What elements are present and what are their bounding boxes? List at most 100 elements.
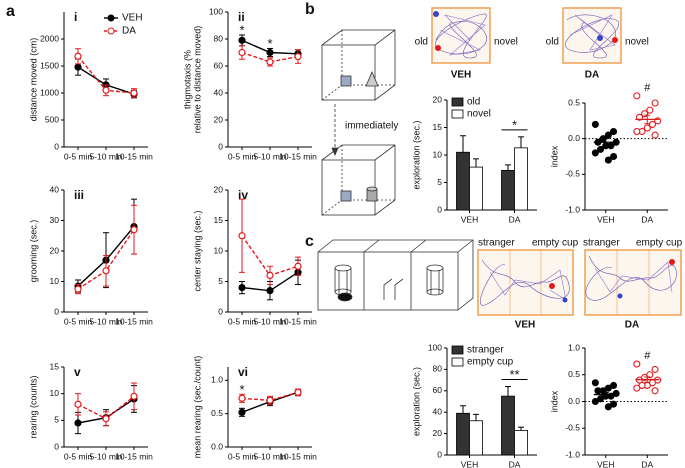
significance: # <box>644 82 651 94</box>
y-tick-label: 2000 <box>40 33 59 43</box>
data-point <box>604 403 612 411</box>
diagram-shape <box>435 45 441 51</box>
diagram-shape <box>394 278 404 300</box>
y-tick-label: -0.5 <box>565 169 580 179</box>
y-tick-label: 15 <box>433 122 443 132</box>
diagram-shape <box>612 37 618 43</box>
y-tick-label: 1.0 <box>211 375 223 385</box>
data-point <box>266 396 274 404</box>
y-tick-label: 0.0 <box>568 133 580 143</box>
diagram-shape <box>340 75 352 87</box>
object-label: novel <box>625 37 649 48</box>
data-point <box>238 408 246 416</box>
y-tick-label: 10 <box>214 245 224 255</box>
data-point <box>596 145 605 153</box>
y-tick-label: 10 <box>50 388 60 398</box>
y-tick-label: 15 <box>214 215 224 225</box>
arrow-label: immediately <box>345 121 398 132</box>
data-point <box>238 232 246 240</box>
significance: * <box>239 382 244 397</box>
diagram-shape <box>321 199 395 216</box>
legend-marker <box>107 27 115 35</box>
data-point <box>266 48 274 57</box>
bar <box>501 395 515 456</box>
data-point <box>604 156 612 164</box>
bar <box>514 147 528 211</box>
subpanel-label: v <box>74 365 81 379</box>
y-tick-label: 0.5 <box>211 408 223 418</box>
diagram-shape <box>366 186 378 192</box>
x-tick-label: 0-5 min <box>228 451 257 461</box>
y-tick-label: 20 <box>50 245 60 255</box>
bar <box>501 169 515 211</box>
y-tick-label: 1500 <box>40 60 59 70</box>
y-tick-label: 100 <box>428 342 442 352</box>
x-tick-label: 0-5 min <box>228 151 257 161</box>
legend-swatch <box>451 345 464 355</box>
diagram-shape <box>597 35 603 41</box>
y-tick-label: 20 <box>433 94 443 104</box>
data-point <box>238 284 246 292</box>
y-axis-label: exploration (sec.) <box>411 367 421 436</box>
y-tick-label: 20 <box>214 184 224 194</box>
x-tick-label: 10-15 min <box>279 451 317 461</box>
data-point <box>74 419 82 427</box>
data-point <box>294 262 302 270</box>
data-point <box>294 52 302 61</box>
object-label: novel <box>494 37 518 48</box>
y-tick-label: 0.0 <box>568 396 580 406</box>
y-axis-label: grooming (sec.) <box>28 220 38 283</box>
subpanel-label: iv <box>238 188 248 202</box>
data-point <box>266 271 274 279</box>
diagram-shape <box>383 278 393 300</box>
diagram-shape <box>321 84 395 101</box>
data-point <box>294 388 302 396</box>
legend-swatch <box>451 97 464 107</box>
significance: * <box>512 117 517 132</box>
bar <box>514 429 528 456</box>
diagram-shape <box>410 239 427 253</box>
x-tick-label: 5-10 min <box>253 451 286 461</box>
x-tick-label: 0-5 min <box>64 316 93 326</box>
y-tick-label: 0.0 <box>211 441 223 451</box>
y-tick-label: -1.0 <box>565 449 580 459</box>
diagram-shape <box>584 249 682 316</box>
y-axis-label: exploration (sec.) <box>411 120 421 189</box>
diagram-shape <box>562 7 622 64</box>
y-tick-label: 0 <box>54 141 59 151</box>
diagram-shape <box>565 14 619 59</box>
subpanel-label: iii <box>74 188 84 202</box>
panel-label: b <box>305 1 315 18</box>
bar <box>469 420 483 456</box>
series-line <box>241 51 299 63</box>
x-tick-label: DA <box>509 214 521 224</box>
panel-label: a <box>6 3 15 20</box>
diagram-shape <box>435 13 487 59</box>
significance: ** <box>509 367 519 382</box>
y-tick-label: 60 <box>433 385 443 395</box>
legend-label: DA <box>122 26 136 37</box>
object-label: old <box>546 37 559 48</box>
y-tick-label: -0.5 <box>565 423 580 433</box>
chamber-label: stranger <box>478 238 515 249</box>
diagram-shape <box>374 29 396 46</box>
diagram-shape <box>331 147 339 157</box>
data-point <box>591 379 599 387</box>
subpanel-label: vi <box>238 365 248 379</box>
data-point <box>651 131 659 139</box>
diagram-shape <box>426 264 444 272</box>
x-tick-label: 5-10 min <box>89 316 122 326</box>
data-point <box>591 397 599 406</box>
data-point <box>604 131 612 139</box>
chamber-label: empty cup <box>636 238 683 249</box>
data-point <box>643 124 651 132</box>
x-tick-label: VEH <box>461 214 478 224</box>
y-tick-label: 0 <box>54 306 59 316</box>
panel-label: c <box>305 233 314 250</box>
significance: # <box>644 350 651 362</box>
y-tick-label: 40 <box>50 184 60 194</box>
diagram-shape <box>321 159 376 216</box>
x-tick-label: DA <box>641 459 653 468</box>
y-tick-label: 0 <box>218 141 223 151</box>
